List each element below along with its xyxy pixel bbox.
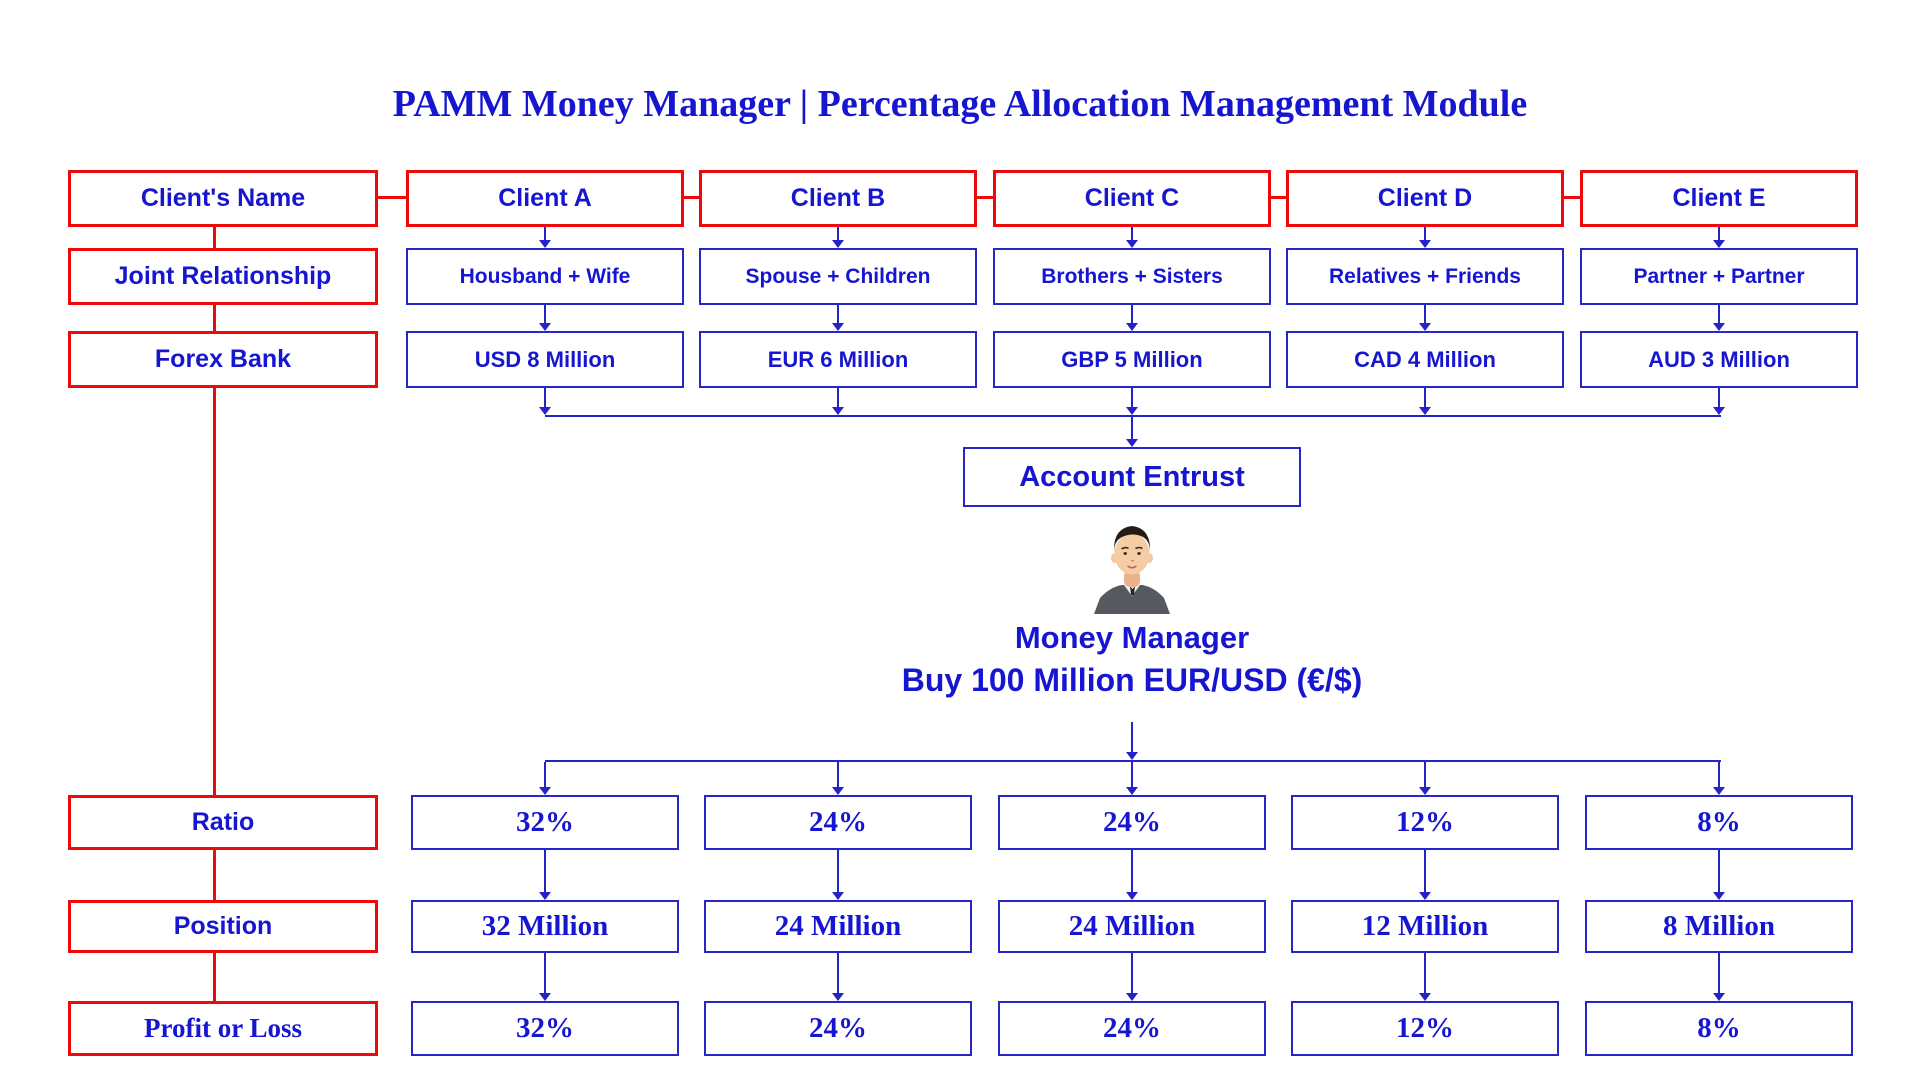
ratio-box: 12% <box>1291 795 1559 850</box>
column-client-a: Client A Housband + Wife USD 8 Million 3… <box>406 0 684 1081</box>
ratio-box: 24% <box>704 795 972 850</box>
client-box: Client D <box>1286 170 1564 227</box>
position-box: 12 Million <box>1291 900 1559 953</box>
down-arrow-icon <box>544 762 546 787</box>
label-clients-name: Client's Name <box>68 170 378 227</box>
label-joint-relationship: Joint Relationship <box>68 248 378 305</box>
position-box: 24 Million <box>998 900 1266 953</box>
profit-box: 24% <box>998 1001 1266 1056</box>
relationship-box: Relatives + Friends <box>1286 248 1564 305</box>
red-connector-line <box>213 227 216 248</box>
client-box: Client A <box>406 170 684 227</box>
fund-box: EUR 6 Million <box>699 331 977 388</box>
relationship-box: Brothers + Sisters <box>993 248 1271 305</box>
red-connector-line <box>213 850 216 900</box>
red-connector-line <box>684 196 699 199</box>
profit-box: 32% <box>411 1001 679 1056</box>
column-client-b: Client B Spouse + Children EUR 6 Million… <box>699 0 977 1081</box>
down-arrow-icon <box>1424 850 1426 892</box>
fund-box: CAD 4 Million <box>1286 331 1564 388</box>
down-arrow-icon <box>837 850 839 892</box>
client-box: Client B <box>699 170 977 227</box>
down-arrow-icon <box>837 953 839 993</box>
down-arrow-icon <box>1718 762 1720 787</box>
red-connector-line <box>213 305 216 331</box>
down-arrow-icon <box>1131 305 1133 323</box>
column-client-c: Client C Brothers + Sisters GBP 5 Millio… <box>993 0 1271 1081</box>
down-arrow-icon <box>1718 227 1720 240</box>
money-manager-avatar <box>1094 526 1170 614</box>
fund-box: GBP 5 Million <box>993 331 1271 388</box>
down-arrow-icon <box>1424 305 1426 323</box>
down-arrow-icon <box>1131 722 1133 752</box>
label-ratio: Ratio <box>68 795 378 850</box>
down-arrow-icon <box>544 227 546 240</box>
down-arrow-icon <box>1424 227 1426 240</box>
down-arrow-icon <box>1718 953 1720 993</box>
relationship-box: Housband + Wife <box>406 248 684 305</box>
ratio-box: 8% <box>1585 795 1853 850</box>
convergence-line <box>545 415 1721 417</box>
down-arrow-icon <box>1718 305 1720 323</box>
down-arrow-icon <box>1424 953 1426 993</box>
label-forex-bank: Forex Bank <box>68 331 378 388</box>
down-arrow-icon <box>544 953 546 993</box>
down-arrow-icon <box>1131 762 1133 787</box>
relationship-box: Spouse + Children <box>699 248 977 305</box>
down-arrow-icon <box>1131 388 1133 407</box>
red-connector-line <box>213 953 216 1001</box>
money-manager-action: Buy 100 Million EUR/USD (€/$) <box>901 662 1363 698</box>
down-arrow-icon <box>544 388 546 407</box>
ratio-box: 24% <box>998 795 1266 850</box>
profit-box: 8% <box>1585 1001 1853 1056</box>
profit-box: 24% <box>704 1001 972 1056</box>
down-arrow-icon <box>1718 388 1720 407</box>
red-connector-line <box>1564 196 1580 199</box>
down-arrow-icon <box>837 227 839 240</box>
column-client-d: Client D Relatives + Friends CAD 4 Milli… <box>1286 0 1564 1081</box>
label-profit-or-loss: Profit or Loss <box>68 1001 378 1056</box>
red-connector-line <box>1271 196 1286 199</box>
client-box: Client C <box>993 170 1271 227</box>
client-box: Client E <box>1580 170 1858 227</box>
column-client-e: Client E Partner + Partner AUD 3 Million… <box>1580 0 1858 1081</box>
down-arrow-icon <box>1131 415 1133 439</box>
ratio-box: 32% <box>411 795 679 850</box>
label-position: Position <box>68 900 378 953</box>
red-connector-line <box>977 196 993 199</box>
position-box: 24 Million <box>704 900 972 953</box>
account-entrust-box: Account Entrust <box>963 447 1301 507</box>
down-arrow-icon <box>1131 227 1133 240</box>
down-arrow-icon <box>544 305 546 323</box>
red-connector-line <box>213 388 216 795</box>
position-box: 32 Million <box>411 900 679 953</box>
down-arrow-icon <box>1424 762 1426 787</box>
distribution-line <box>545 760 1721 762</box>
down-arrow-icon <box>1424 388 1426 407</box>
relationship-box: Partner + Partner <box>1580 248 1858 305</box>
down-arrow-icon <box>1718 850 1720 892</box>
down-arrow-icon <box>837 388 839 407</box>
money-manager-title: Money Manager <box>1014 620 1250 655</box>
down-arrow-icon <box>1131 850 1133 892</box>
fund-box: AUD 3 Million <box>1580 331 1858 388</box>
red-connector-line <box>378 196 406 199</box>
down-arrow-icon <box>837 305 839 323</box>
down-arrow-icon <box>544 850 546 892</box>
position-box: 8 Million <box>1585 900 1853 953</box>
profit-box: 12% <box>1291 1001 1559 1056</box>
down-arrow-icon <box>837 762 839 787</box>
down-arrow-icon <box>1131 953 1133 993</box>
fund-box: USD 8 Million <box>406 331 684 388</box>
page-title: PAMM Money Manager | Percentage Allocati… <box>392 83 1528 125</box>
